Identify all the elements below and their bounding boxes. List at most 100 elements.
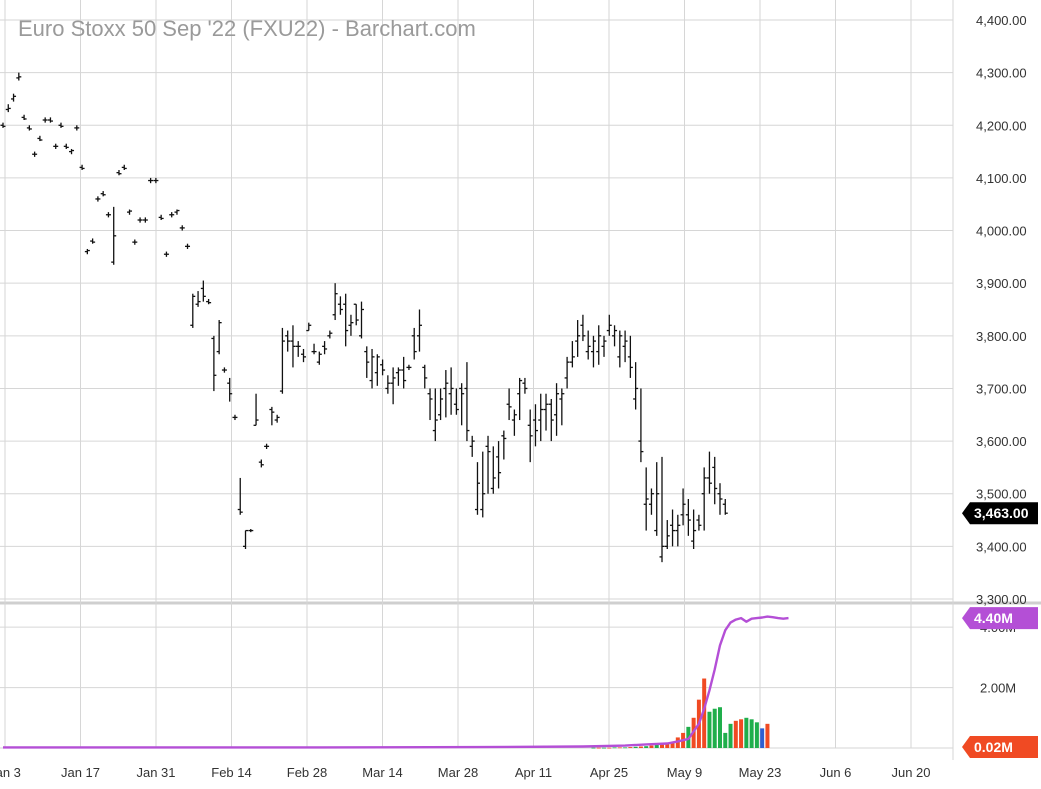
volume-tick-label: 2.00M — [980, 681, 1016, 696]
ohlc-bar — [543, 393, 549, 431]
ohlc-bar — [5, 104, 11, 113]
x-tick-label: Apr 25 — [590, 765, 628, 780]
ohlc-bar — [153, 177, 159, 184]
ohlc-bar — [664, 520, 670, 549]
volume-bar — [717, 707, 722, 748]
ohlc-bar — [390, 367, 396, 405]
ohlc-bar — [459, 383, 465, 426]
ohlc-bar — [79, 164, 85, 171]
ohlc-bar — [538, 393, 544, 442]
volume-bar — [665, 743, 670, 748]
ohlc-bar — [69, 148, 75, 155]
ohlc-bar — [132, 239, 138, 245]
ohlc-bar — [448, 367, 454, 415]
price-tick-label: 3,400.00 — [976, 539, 1027, 554]
open-interest-tag-text: 4.40M — [974, 610, 1013, 626]
open-interest-tag: 4.40M — [962, 607, 1038, 630]
volume-bar — [602, 747, 607, 749]
ohlc-bar — [654, 462, 660, 536]
ohlc-bar — [670, 509, 676, 547]
volume-bar — [712, 708, 717, 748]
ohlc-bar — [406, 364, 412, 371]
ohlc-bar — [53, 143, 59, 149]
ohlc-bar — [622, 330, 628, 363]
ohlc-bar — [427, 388, 433, 421]
x-tick-label: Feb 14 — [211, 765, 251, 780]
ohlc-bar — [617, 330, 623, 368]
ohlc-bar — [685, 498, 691, 536]
ohlc-bar — [63, 143, 69, 149]
ohlc-bar — [274, 414, 280, 423]
price-tick-label: 3,700.00 — [976, 381, 1027, 396]
volume-tag-bg — [962, 736, 1038, 758]
ohlc-bar — [380, 359, 386, 376]
volume-bar — [749, 719, 754, 748]
ohlc-bar — [401, 356, 407, 389]
ohlc-bar — [606, 314, 612, 336]
ohlc-bar — [638, 388, 644, 463]
price-tick-label: 3,900.00 — [976, 276, 1027, 291]
price-tick-label: 4,400.00 — [976, 13, 1027, 28]
volume-bar — [607, 747, 612, 749]
ohlc-bar — [285, 330, 291, 352]
ohlc-bar — [137, 217, 143, 223]
ohlc-bar — [105, 212, 111, 218]
volume-bar — [728, 723, 733, 748]
ohlc-bar — [701, 467, 707, 531]
ohlc-bar — [163, 251, 169, 257]
volume-bar — [670, 741, 675, 748]
ohlc-bar — [575, 320, 581, 357]
x-tick-label: Jan 17 — [61, 765, 100, 780]
ohlc-bar — [443, 370, 449, 418]
ohlc-bar — [659, 456, 665, 563]
ohlc-bar — [195, 291, 201, 307]
volume-bar — [739, 719, 744, 748]
ohlc-bar — [691, 509, 697, 549]
x-tick-label: Mar 28 — [438, 765, 478, 780]
ohlc-bar — [548, 398, 554, 442]
volume-bar — [707, 711, 712, 748]
ohlc-bar — [311, 343, 317, 355]
ohlc-bar — [127, 209, 133, 215]
ohlc-bar — [527, 409, 533, 463]
ohlc-bar — [95, 196, 101, 202]
ohlc-bar — [322, 341, 328, 355]
volume-bar — [654, 744, 659, 748]
ohlc-bar — [569, 341, 575, 368]
ohlc-bar — [511, 409, 517, 436]
x-tick-label: Jun 6 — [820, 765, 852, 780]
price-axis: 4,400.00 4,300.00 4,200.00 4,100.00 4,000.00… — [976, 13, 1027, 607]
ohlc-bar — [596, 325, 602, 365]
ohlc-bar — [169, 212, 175, 218]
volume-bar — [628, 747, 633, 748]
ohlc-bar — [506, 388, 512, 421]
last-price-tag: 3,463.00 — [962, 502, 1038, 525]
ohlc-bar — [248, 528, 254, 533]
ohlc-bar — [522, 377, 528, 394]
volume-bar — [649, 745, 654, 748]
ohlc-bar — [301, 348, 307, 363]
volume-bar — [612, 747, 617, 749]
x-tick-label: Jun 20 — [891, 765, 930, 780]
ohlc-bar — [37, 135, 43, 142]
ohlc-bar — [295, 341, 301, 357]
volume-bar — [660, 744, 664, 748]
ohlc-bar — [216, 320, 222, 355]
ohlc-bar — [648, 488, 654, 515]
ohlc-bar — [490, 446, 496, 494]
ohlc-bar — [279, 327, 285, 394]
ohlc-bar — [158, 214, 164, 221]
open-interest-series — [3, 615, 789, 749]
ohlc-bar — [364, 346, 370, 378]
ohlc-bar — [369, 348, 375, 389]
ohlc-bar — [306, 322, 312, 332]
ohlc-bar — [348, 314, 354, 336]
ohlc-bar — [174, 209, 180, 215]
ohlc-bar — [343, 293, 349, 347]
ohlc-bar — [590, 335, 596, 368]
ohlc-bar — [121, 164, 127, 171]
ohlc-bar — [269, 406, 275, 426]
ohlc-bar — [237, 477, 243, 515]
ohlc-bar — [179, 225, 185, 231]
